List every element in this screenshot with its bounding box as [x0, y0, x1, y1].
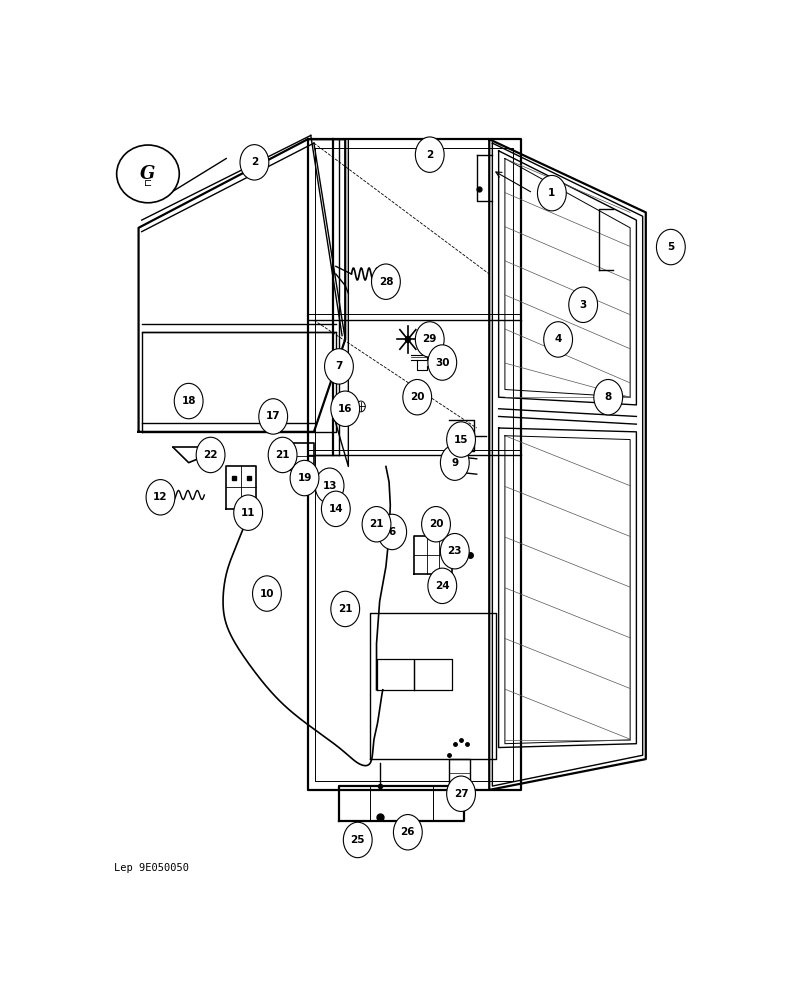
Text: 21: 21	[276, 450, 290, 460]
Circle shape	[268, 437, 297, 473]
Circle shape	[415, 137, 444, 172]
Circle shape	[447, 422, 475, 457]
Text: 9: 9	[451, 458, 458, 468]
Text: 14: 14	[329, 504, 343, 514]
Text: 27: 27	[454, 789, 469, 799]
Circle shape	[544, 322, 573, 357]
Circle shape	[330, 391, 360, 426]
Text: 2: 2	[426, 150, 433, 160]
Text: 20: 20	[410, 392, 424, 402]
Text: 7: 7	[335, 361, 343, 371]
Ellipse shape	[116, 145, 179, 203]
Text: 28: 28	[379, 277, 393, 287]
Text: 20: 20	[429, 519, 444, 529]
Text: ⊏: ⊏	[144, 178, 152, 188]
Text: 1: 1	[549, 188, 555, 198]
Circle shape	[378, 514, 406, 550]
Text: 3: 3	[579, 300, 587, 310]
Text: 26: 26	[401, 827, 415, 837]
Circle shape	[403, 379, 431, 415]
Circle shape	[448, 457, 456, 468]
Circle shape	[330, 591, 360, 627]
Circle shape	[347, 396, 356, 406]
Circle shape	[416, 393, 425, 404]
Circle shape	[594, 379, 623, 415]
Circle shape	[393, 815, 423, 850]
Circle shape	[343, 822, 372, 858]
Circle shape	[146, 480, 175, 515]
Circle shape	[240, 145, 269, 180]
Circle shape	[362, 507, 391, 542]
Text: 10: 10	[259, 589, 274, 599]
Text: 6: 6	[389, 527, 396, 537]
Text: 16: 16	[338, 404, 352, 414]
Circle shape	[415, 322, 444, 357]
Circle shape	[422, 507, 450, 542]
Text: 17: 17	[266, 411, 280, 421]
Text: 21: 21	[369, 519, 384, 529]
Circle shape	[259, 399, 288, 434]
Text: G: G	[141, 165, 156, 183]
Circle shape	[447, 776, 475, 811]
Text: 15: 15	[454, 435, 469, 445]
Text: 24: 24	[435, 581, 449, 591]
Circle shape	[253, 576, 281, 611]
Circle shape	[410, 388, 419, 399]
Circle shape	[457, 461, 465, 472]
Text: 30: 30	[435, 358, 449, 368]
Circle shape	[356, 401, 365, 412]
Text: 5: 5	[667, 242, 675, 252]
Text: 2: 2	[250, 157, 258, 167]
Circle shape	[196, 437, 225, 473]
Circle shape	[440, 445, 469, 480]
Circle shape	[656, 229, 685, 265]
Text: 22: 22	[204, 450, 218, 460]
Text: 13: 13	[322, 481, 337, 491]
Text: 19: 19	[297, 473, 312, 483]
Text: 4: 4	[554, 334, 562, 344]
Text: 8: 8	[604, 392, 612, 402]
Circle shape	[569, 287, 598, 323]
Circle shape	[325, 349, 353, 384]
Circle shape	[315, 468, 344, 503]
Circle shape	[440, 533, 469, 569]
Circle shape	[428, 345, 457, 380]
Text: 12: 12	[154, 492, 168, 502]
Circle shape	[290, 460, 319, 496]
Text: 11: 11	[241, 508, 255, 518]
Text: 23: 23	[448, 546, 462, 556]
Text: Lep 9E050050: Lep 9E050050	[113, 863, 188, 873]
Circle shape	[175, 383, 203, 419]
Circle shape	[537, 175, 566, 211]
Text: 18: 18	[182, 396, 196, 406]
Circle shape	[428, 568, 457, 604]
Circle shape	[234, 495, 263, 530]
Text: 25: 25	[351, 835, 365, 845]
Circle shape	[322, 491, 350, 527]
Circle shape	[405, 336, 411, 343]
Circle shape	[372, 264, 400, 299]
Text: 29: 29	[423, 334, 437, 344]
Text: 21: 21	[338, 604, 352, 614]
Circle shape	[183, 391, 194, 403]
